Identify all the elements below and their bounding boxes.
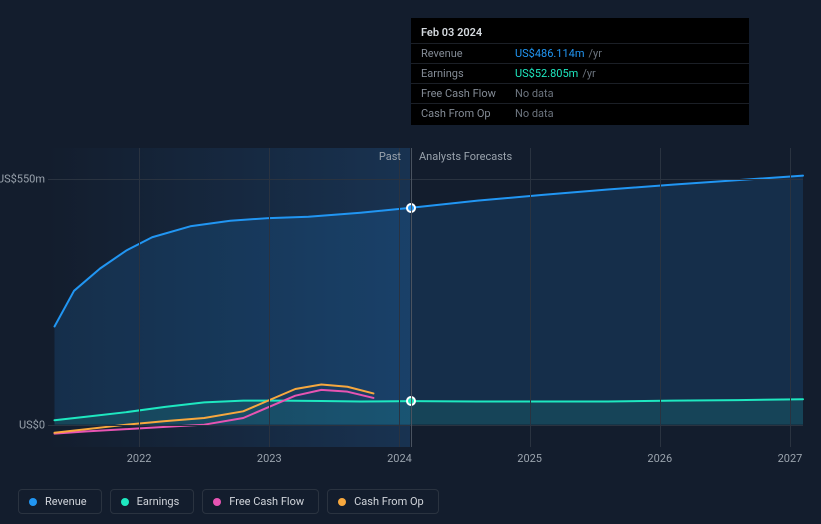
- legend: Revenue Earnings Free Cash Flow Cash From O…: [18, 489, 439, 514]
- tooltip-suffix: /yr: [589, 47, 602, 60]
- x-axis-label: 2023: [257, 452, 282, 465]
- tooltip-value: No data: [515, 87, 554, 100]
- tooltip-key: Cash From Op: [421, 107, 515, 120]
- series-area: [55, 176, 803, 425]
- legend-item[interactable]: Cash From Op: [327, 489, 439, 514]
- legend-label: Earnings: [137, 495, 180, 508]
- tooltip-value: US$52.805m: [515, 67, 578, 80]
- legend-swatch: [213, 498, 221, 506]
- chart-container: US$0 US$550m 2022 2023 2024 2025 2026 2027 Pas…: [0, 0, 821, 524]
- y-axis-label: US$0: [19, 418, 45, 431]
- gridline-v: [399, 148, 400, 447]
- legend-item[interactable]: Revenue: [18, 489, 102, 514]
- y-axis-label: US$550m: [0, 173, 45, 186]
- tooltip-key: Revenue: [421, 47, 515, 60]
- legend-swatch: [338, 498, 346, 506]
- legend-item[interactable]: Earnings: [110, 489, 195, 514]
- tooltip: Feb 03 2024 RevenueUS$486.114m/yrEarning…: [411, 18, 749, 125]
- past-label: Past: [379, 150, 401, 163]
- legend-swatch: [29, 498, 37, 506]
- gridline-v: [139, 148, 140, 447]
- gridline-v: [660, 148, 661, 447]
- x-axis-label: 2026: [647, 452, 672, 465]
- legend-label: Free Cash Flow: [229, 495, 304, 508]
- tooltip-value: US$486.114m: [515, 47, 585, 60]
- gridline-h: [48, 179, 803, 180]
- legend-label: Revenue: [45, 495, 87, 508]
- gridline-v: [790, 148, 791, 447]
- tooltip-suffix: /yr: [582, 67, 595, 80]
- gridline-v: [530, 148, 531, 447]
- x-axis-label: 2024: [387, 452, 412, 465]
- gridline-h: [48, 425, 803, 426]
- forecast-label: Analysts Forecasts: [419, 150, 512, 163]
- tooltip-date: Feb 03 2024: [411, 24, 749, 43]
- tooltip-rows: RevenueUS$486.114m/yrEarningsUS$52.805m/…: [411, 43, 749, 123]
- divider-line: [411, 148, 412, 447]
- legend-swatch: [121, 498, 129, 506]
- tooltip-key: Free Cash Flow: [421, 87, 515, 100]
- tooltip-row: Cash From OpNo data: [411, 103, 749, 123]
- x-axis-label: 2025: [517, 452, 542, 465]
- gridline-v: [269, 148, 270, 447]
- x-axis-label: 2027: [778, 452, 803, 465]
- tooltip-key: Earnings: [421, 67, 515, 80]
- legend-item[interactable]: Free Cash Flow: [202, 489, 319, 514]
- legend-label: Cash From Op: [354, 495, 424, 508]
- x-axis-label: 2022: [127, 452, 152, 465]
- tooltip-row: EarningsUS$52.805m/yr: [411, 63, 749, 83]
- tooltip-value: No data: [515, 107, 554, 120]
- tooltip-row: RevenueUS$486.114m/yr: [411, 43, 749, 63]
- tooltip-row: Free Cash FlowNo data: [411, 83, 749, 103]
